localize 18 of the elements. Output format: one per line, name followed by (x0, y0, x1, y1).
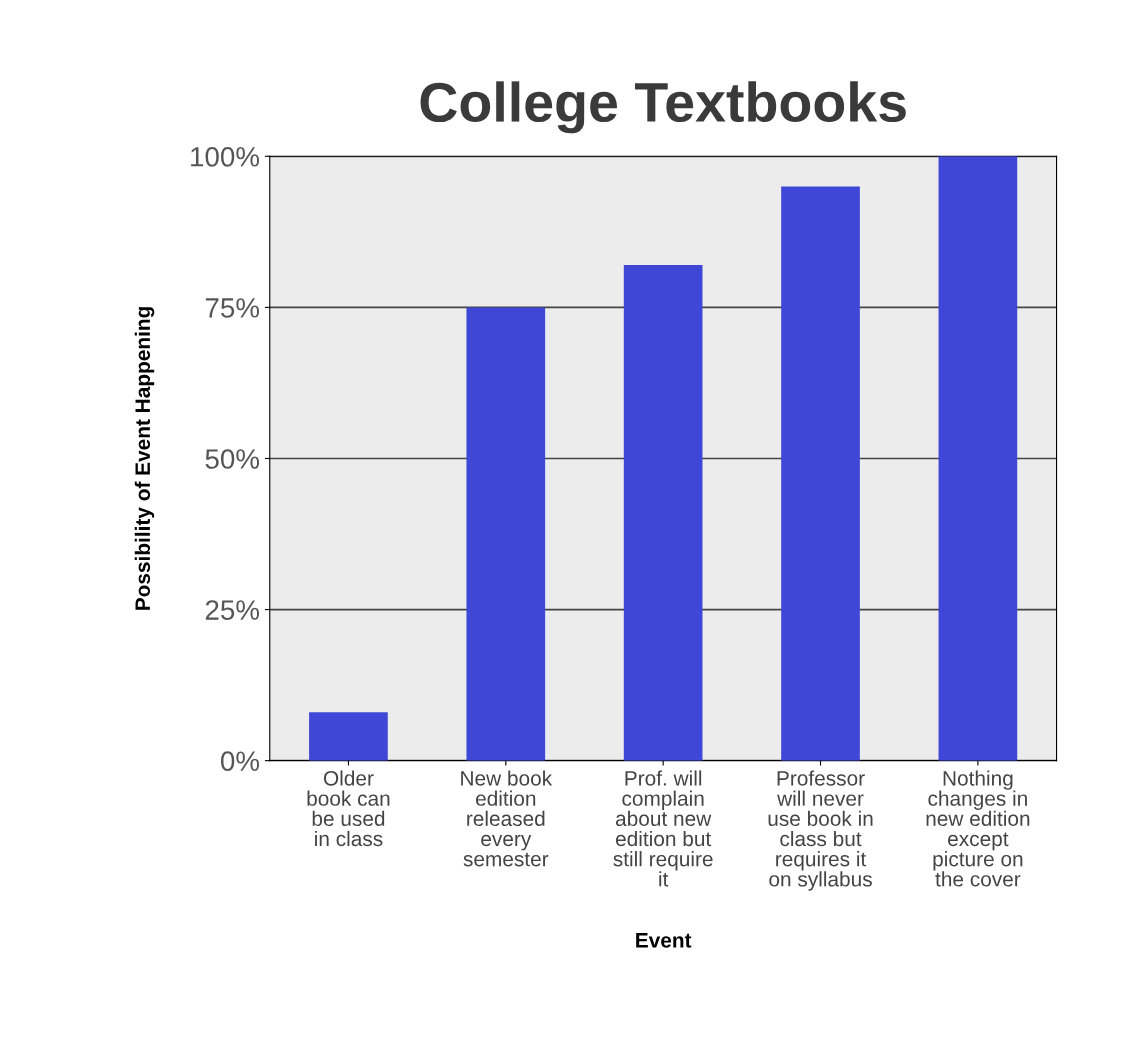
x-tick-label: Prof. will complain about new edition but still require it (613, 770, 713, 887)
bar (938, 156, 1018, 761)
x-tick-label: Professor will never use book in class but requires it on syllabus (768, 770, 873, 891)
bar (309, 712, 388, 761)
x-axis-title: Event (636, 933, 692, 948)
bar (781, 186, 860, 761)
chart-title: College Textbooks (420, 81, 906, 134)
y-axis-title: Possibility of Event Happening (134, 307, 155, 610)
bar (623, 265, 703, 761)
x-tick-label: Older book can be used in class (307, 770, 390, 847)
x-tick-label: Nothing changes in new edition except picture on the cover (926, 770, 1030, 887)
y-tick-label: 75% (205, 298, 260, 318)
y-tick-label: 0% (220, 751, 260, 771)
y-tick-label: 50% (205, 449, 260, 469)
y-tick-label: 25% (205, 600, 260, 620)
bar (466, 307, 546, 761)
x-tick-label: New book edition released every semester (461, 770, 553, 867)
y-tick-label: 100% (191, 146, 260, 167)
